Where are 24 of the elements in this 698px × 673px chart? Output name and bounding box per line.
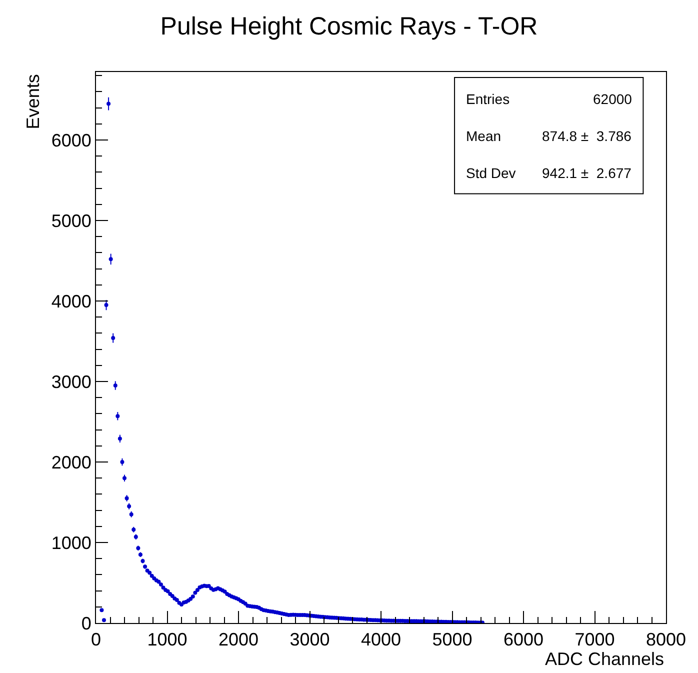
x-tick-label: 1000 — [147, 630, 188, 650]
annotation: Mean — [466, 128, 502, 144]
y-axis-title: Events — [23, 74, 44, 130]
annotation: Entries — [466, 91, 510, 107]
x-tick-label: 3000 — [290, 630, 330, 650]
y-tick-label: 1000 — [51, 532, 92, 553]
x-tick-label: 4000 — [360, 630, 402, 650]
x-tick-label: 7000 — [574, 630, 615, 650]
annotation: 874.8 ± 3.786 — [542, 128, 632, 144]
y-tick-label: 6000 — [51, 130, 92, 150]
x-tick-label: 2000 — [218, 630, 259, 650]
annotation: Std Dev — [466, 165, 516, 181]
y-tick-label: 2000 — [51, 452, 92, 472]
x-tick-label: 5000 — [432, 630, 472, 650]
y-tick-label: 3000 — [51, 372, 92, 392]
x-tick-label: 8000 — [646, 630, 686, 650]
x-tick-label: 6000 — [503, 630, 544, 650]
x-axis-title: ADC Channels — [545, 649, 664, 669]
chart-title: Pulse Height Cosmic Rays - T-OR — [160, 12, 538, 40]
y-tick-label: 4000 — [51, 291, 92, 312]
annotation: 942.1 ± 2.677 — [542, 165, 632, 181]
y-tick-label: 5000 — [51, 210, 92, 231]
y-tick-label: 0 — [81, 613, 92, 634]
annotation: 62000 — [593, 91, 632, 107]
